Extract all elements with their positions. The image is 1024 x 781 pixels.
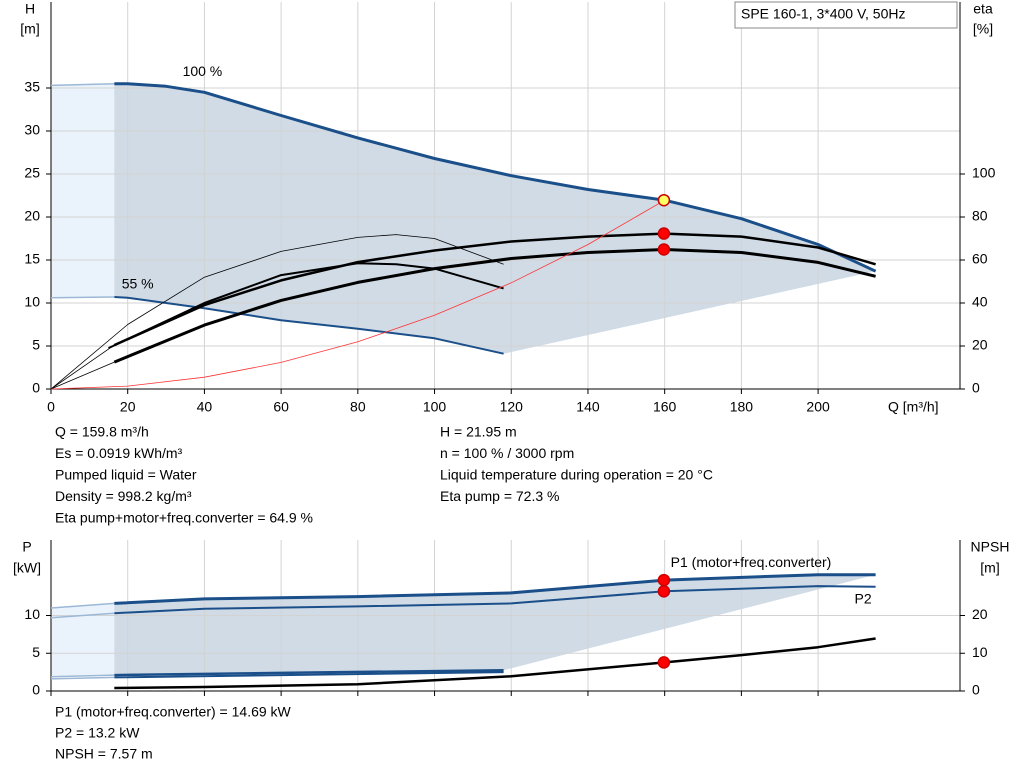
- duty-point: [657, 656, 671, 669]
- info-line: Eta pump = 72.3 %: [440, 488, 559, 504]
- curve: [50, 612, 115, 619]
- info-line: Q = 159.8 m³/h: [55, 424, 149, 440]
- y-tick-label: 10: [24, 294, 40, 310]
- x-tick-label: 60: [273, 399, 289, 415]
- info-line: Pumped liquid = Water: [55, 467, 197, 483]
- product-box: [734, 1, 958, 29]
- operating-area: [114, 83, 876, 354]
- y-tick-label: 0: [32, 682, 40, 698]
- y2-axis-unit: [m]: [980, 560, 999, 576]
- curve: [114, 585, 876, 615]
- x-tick-label: 80: [350, 399, 366, 415]
- x-tick-label: 160: [653, 399, 677, 415]
- curve-label: 100 %: [183, 63, 223, 79]
- curve: [114, 296, 504, 355]
- info-line: n = 100 % / 3000 rpm: [440, 445, 574, 461]
- curve: [114, 82, 877, 273]
- curve: [50, 82, 115, 87]
- y2-tick-label: 20: [972, 337, 988, 353]
- y-axis-label: H: [25, 1, 35, 17]
- y-axis-label: P: [22, 539, 31, 555]
- curve: [108, 262, 504, 350]
- y-tick-label: 5: [32, 644, 40, 660]
- curve: [50, 602, 115, 609]
- operating-area: [114, 574, 876, 676]
- curve: [113, 248, 876, 364]
- duty-point: [657, 193, 671, 207]
- curve: [50, 296, 115, 299]
- y-tick-label: 35: [24, 79, 40, 95]
- duty-point: [657, 585, 671, 598]
- info-line: P1 (motor+freq.converter) = 14.69 kW: [55, 704, 292, 720]
- curve: [50, 676, 115, 680]
- y-tick-label: 5: [32, 337, 40, 353]
- y2-tick-label: 40: [972, 294, 988, 310]
- y2-tick-label: 100: [972, 165, 996, 181]
- curve: [50, 674, 115, 678]
- y-tick-label: 20: [24, 208, 40, 224]
- curve-label: P1 (motor+freq.converter): [671, 554, 832, 570]
- product-name: SPE 160-1, 3*400 V, 50Hz: [741, 6, 906, 22]
- info-line: Liquid temperature during operation = 20…: [440, 467, 713, 483]
- x-axis-label: Q [m³/h]: [888, 399, 939, 415]
- y2-tick-label: 80: [972, 208, 988, 224]
- curve-label: 55 %: [122, 276, 154, 292]
- y-tick-label: 0: [32, 380, 40, 396]
- y-tick-label: 30: [24, 122, 40, 138]
- x-tick-label: 40: [197, 399, 213, 415]
- x-tick-label: 20: [120, 399, 136, 415]
- curve: [113, 232, 876, 347]
- y-axis-unit: [kW]: [13, 560, 41, 576]
- x-tick-label: 100: [423, 399, 447, 415]
- curve: [114, 671, 504, 679]
- info-line: NPSH = 7.57 m: [55, 746, 153, 762]
- duty-point: [657, 243, 671, 256]
- curve-label: P2: [854, 591, 871, 607]
- info-line: Eta pump+motor+freq.converter = 64.9 %: [55, 510, 313, 526]
- y2-tick-label: 60: [972, 251, 988, 267]
- x-tick-label: 140: [576, 399, 600, 415]
- info-line: P2 = 13.2 kW: [55, 725, 140, 741]
- info-line: Es = 0.0919 kWh/m³: [55, 445, 183, 461]
- info-line: H = 21.95 m: [440, 424, 517, 440]
- y-tick-label: 10: [24, 606, 40, 622]
- curve: [114, 637, 876, 690]
- y-axis-unit: [m]: [20, 21, 39, 37]
- y2-tick-label: 20: [972, 606, 988, 622]
- curve: [114, 573, 876, 605]
- x-tick-label: 200: [806, 399, 830, 415]
- y-tick-label: 25: [24, 165, 40, 181]
- duty-point: [657, 227, 671, 240]
- y2-tick-label: 10: [972, 644, 988, 660]
- curve: [50, 234, 504, 390]
- duty-point: [657, 573, 671, 587]
- x-tick-label: 0: [47, 399, 55, 415]
- x-tick-label: 120: [500, 399, 524, 415]
- y2-axis-label: NPSH: [971, 539, 1010, 555]
- y2-axis-label: eta: [973, 1, 993, 17]
- curve: [114, 668, 504, 677]
- curve: [50, 344, 115, 390]
- curve: [50, 361, 115, 390]
- y2-tick-label: 0: [972, 682, 980, 698]
- x-tick-label: 180: [730, 399, 754, 415]
- operating-area: [51, 83, 115, 298]
- y2-axis-unit: [%]: [973, 21, 993, 37]
- info-line: Density = 998.2 kg/m³: [55, 488, 192, 504]
- curve: [50, 199, 665, 390]
- operating-area: [51, 603, 115, 677]
- y-tick-label: 15: [24, 251, 40, 267]
- y2-tick-label: 0: [972, 380, 980, 396]
